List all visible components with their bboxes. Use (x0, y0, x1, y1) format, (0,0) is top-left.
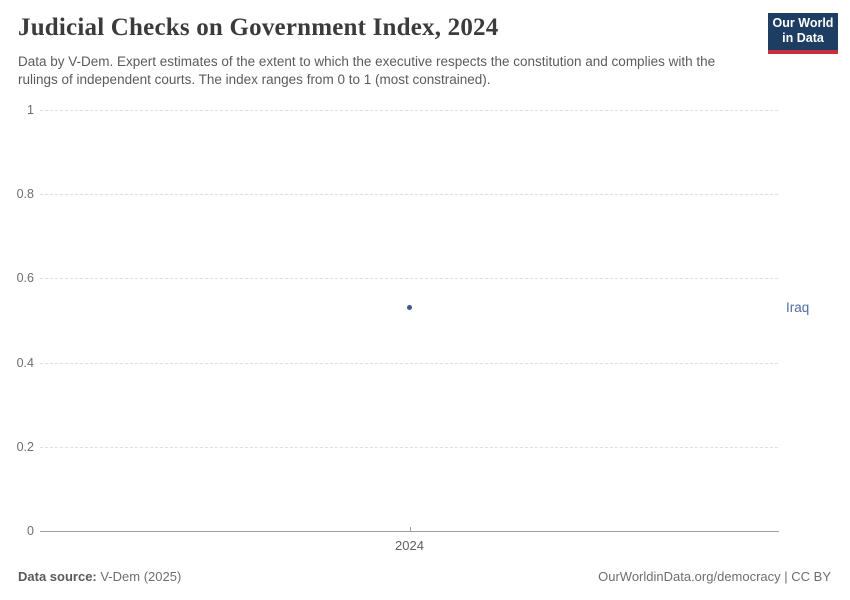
owid-logo[interactable]: Our World in Data (768, 13, 838, 54)
y-axis-tick-label: 0 (27, 524, 34, 538)
data-point-iraq[interactable] (407, 305, 412, 311)
data-source-label: Data source: (18, 569, 97, 584)
footer-credit-link[interactable]: OurWorldinData.org/democracy | CC BY (598, 569, 831, 584)
owid-logo-red-bar (768, 50, 838, 54)
entity-label-iraq[interactable]: Iraq (786, 299, 810, 315)
data-source-value: V-Dem (2025) (100, 569, 182, 584)
x-axis-tick-label: 2024 (395, 538, 424, 553)
y-axis-tick-label: 1 (27, 103, 34, 117)
y-axis-tick-label: 0.4 (16, 355, 34, 370)
data-source: Data source: V-Dem (2025) (18, 569, 181, 584)
chart-subtitle: Data by V-Dem. Expert estimates of the e… (18, 54, 716, 87)
gridline (40, 362, 778, 364)
owid-logo-line1: Our World (772, 16, 834, 30)
gridline (40, 110, 778, 111)
owid-logo-line2: in Data (782, 31, 824, 45)
gridline (40, 194, 778, 196)
y-axis-tick-label: 0.8 (16, 187, 34, 202)
page-title: Judicial Checks on Government Index, 202… (18, 14, 499, 41)
y-axis-tick-label: 0.6 (16, 271, 34, 286)
gridline (40, 278, 778, 280)
y-axis-tick-label: 0.2 (16, 439, 34, 454)
x-axis-tick (409, 527, 411, 532)
gridline (40, 446, 778, 448)
